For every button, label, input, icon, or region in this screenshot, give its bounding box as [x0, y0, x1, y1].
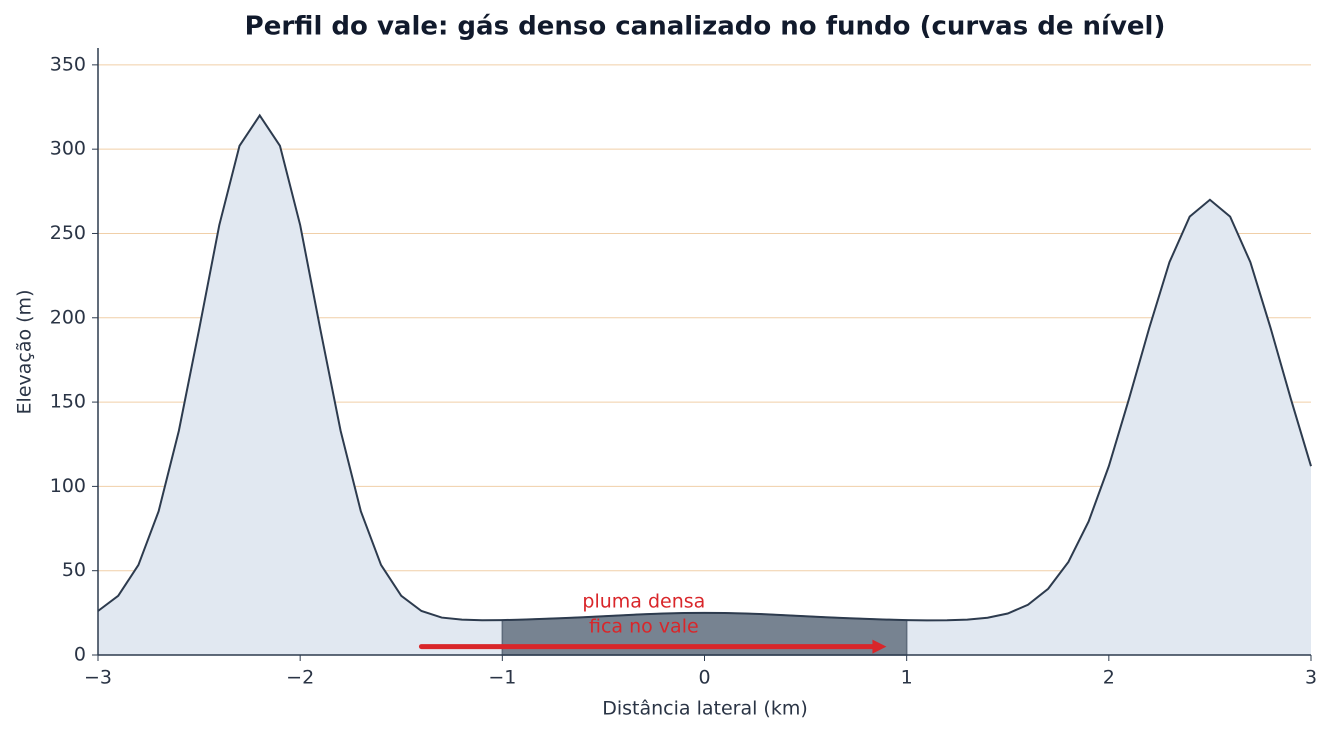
- terrain-line: [97, 113, 1312, 622]
- terrain-area: [98, 115, 1311, 655]
- x-tick-label: 3: [1305, 667, 1317, 689]
- annotation-text: pluma densa: [582, 591, 705, 613]
- chart-title: Perfil do vale: gás denso canalizado no …: [245, 12, 1166, 42]
- annotation-text: fica no vale: [589, 616, 699, 638]
- y-tick-label: 200: [50, 306, 86, 328]
- y-tick-label: 350: [50, 53, 86, 75]
- x-tick-label: 1: [901, 667, 913, 689]
- y-tick-label: 150: [50, 391, 86, 413]
- x-axis-label: Distância lateral (km): [602, 698, 808, 720]
- x-tick-label: −2: [286, 667, 314, 689]
- x-tick-label: 2: [1103, 667, 1115, 689]
- x-tick-label: −1: [488, 667, 516, 689]
- y-axis-label: Elevação (m): [14, 290, 36, 415]
- y-tick-label: 250: [50, 222, 86, 244]
- annotation-arrowhead: [872, 639, 887, 654]
- x-tick-label: −3: [84, 667, 112, 689]
- y-tick-label: 50: [62, 559, 86, 581]
- x-tick-label: 0: [698, 667, 710, 689]
- y-tick-label: 0: [74, 644, 86, 666]
- y-tick-label: 300: [50, 138, 86, 160]
- y-tick-label: 100: [50, 475, 86, 497]
